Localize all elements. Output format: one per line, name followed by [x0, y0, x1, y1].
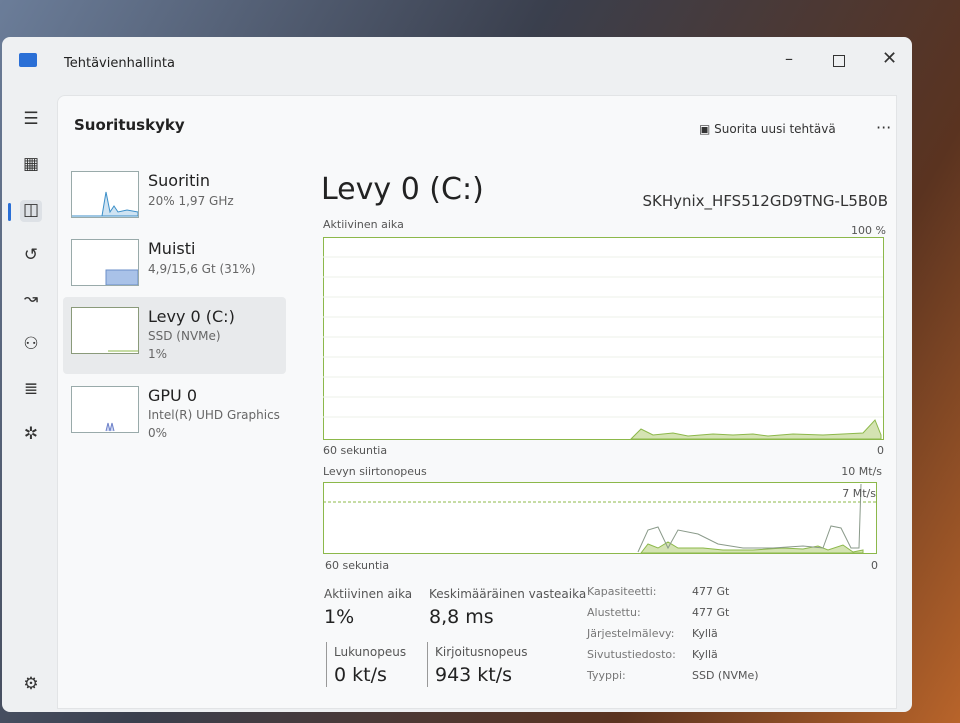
details-nav[interactable]: ≣	[23, 379, 39, 399]
item-detail: SSD (NVMe)	[148, 329, 221, 343]
stat-value: 1%	[324, 606, 355, 628]
run-task-label[interactable]: Suorita uusi tehtävä	[714, 122, 836, 136]
property-value: 477 Gt	[692, 585, 730, 598]
stat-value: 943 kt/s	[435, 664, 513, 686]
gpu-thumbnail	[71, 386, 139, 433]
memory-thumbnail	[71, 239, 139, 286]
graph-min: 0	[871, 559, 878, 572]
device-title: Levy 0 (C:)	[321, 172, 484, 207]
item-name: Levy 0 (C:)	[148, 307, 235, 326]
property-label: Järjestelmälevy:	[587, 627, 675, 640]
stat-label: Keskimääräinen vasteaika	[429, 587, 587, 601]
maximize-button[interactable]	[833, 55, 845, 67]
graph-time: 60 sekuntia	[323, 444, 388, 457]
more-button[interactable]: ···	[876, 118, 892, 137]
history-nav[interactable]: ↺	[23, 245, 39, 265]
item-detail: 1%	[148, 347, 168, 361]
stat-label: Lukunopeus	[334, 645, 407, 659]
item-name: Muisti	[148, 239, 196, 258]
close-button[interactable]: ✕	[882, 48, 898, 69]
menu-button[interactable]: ☰	[23, 109, 39, 129]
graph-max: 100 %	[851, 224, 886, 237]
disk-thumbnail	[71, 307, 139, 354]
divider	[326, 642, 327, 687]
stat-label: Kirjoitusnopeus	[435, 645, 528, 659]
graph-min: 0	[877, 444, 884, 457]
active-time-graph	[323, 237, 884, 440]
page-title: Suorituskyky	[74, 116, 185, 134]
app-icon	[19, 53, 37, 67]
transfer-graph	[323, 482, 877, 554]
item-name: GPU 0	[148, 386, 198, 405]
performance-nav[interactable]: ◫	[20, 200, 42, 222]
task-manager-window: Tehtävienhallinta – ✕ ☰ ▦ ◫ ↺ ↝ ⚇ ≣ ✲ ⚙ …	[2, 37, 912, 712]
graph-label: Aktiivinen aika	[323, 218, 404, 231]
run-task-button[interactable]: ▣ Suorita uusi tehtävä	[699, 122, 836, 136]
property-label: Sivutustiedosto:	[587, 648, 676, 661]
item-name: Suoritin	[148, 171, 210, 190]
item-detail: 20% 1,97 GHz	[148, 194, 234, 208]
item-detail: 4,9/15,6 Gt (31%)	[148, 262, 256, 276]
cpu-item[interactable]: Suoritin 20% 1,97 GHz	[71, 171, 301, 231]
minimize-button[interactable]: –	[785, 49, 793, 68]
item-detail: 0%	[148, 426, 168, 440]
property-value: SSD (NVMe)	[692, 669, 759, 682]
property-value: 477 Gt	[692, 606, 730, 619]
window-title: Tehtävienhallinta	[64, 56, 175, 71]
stat-value: 8,8 ms	[429, 606, 494, 628]
property-label: Alustettu:	[587, 606, 641, 619]
disk-item[interactable]: Levy 0 (C:) SSD (NVMe) 1%	[71, 307, 301, 367]
users-nav[interactable]: ⚇	[23, 334, 39, 354]
startup-nav[interactable]: ↝	[23, 289, 39, 309]
memory-item[interactable]: Muisti 4,9/15,6 Gt (31%)	[71, 239, 301, 299]
graph-marker: 7 Mt/s	[842, 487, 876, 500]
stat-value: 0 kt/s	[334, 664, 387, 686]
settings-nav[interactable]: ⚙	[23, 674, 39, 694]
cpu-thumbnail	[71, 171, 139, 218]
property-value: Kyllä	[692, 648, 718, 661]
item-detail: Intel(R) UHD Graphics	[148, 408, 280, 422]
graph-label: Levyn siirtonopeus	[323, 465, 427, 478]
stat-label: Aktiivinen aika	[324, 587, 413, 601]
divider	[427, 642, 428, 687]
graph-time: 60 sekuntia	[325, 559, 390, 572]
property-label: Kapasiteetti:	[587, 585, 657, 598]
services-nav[interactable]: ✲	[23, 424, 39, 444]
graph-max: 10 Mt/s	[841, 465, 882, 478]
property-value: Kyllä	[692, 627, 718, 640]
processes-nav[interactable]: ▦	[22, 154, 40, 174]
property-label: Tyyppi:	[587, 669, 626, 682]
selection-indicator	[8, 203, 11, 221]
gpu-item[interactable]: GPU 0 Intel(R) UHD Graphics 0%	[71, 386, 301, 446]
content-panel: Suorituskyky ▣ Suorita uusi tehtävä ··· …	[57, 95, 897, 709]
device-model: SKHynix_HFS512GD9TNG-L5B0B	[642, 192, 888, 210]
